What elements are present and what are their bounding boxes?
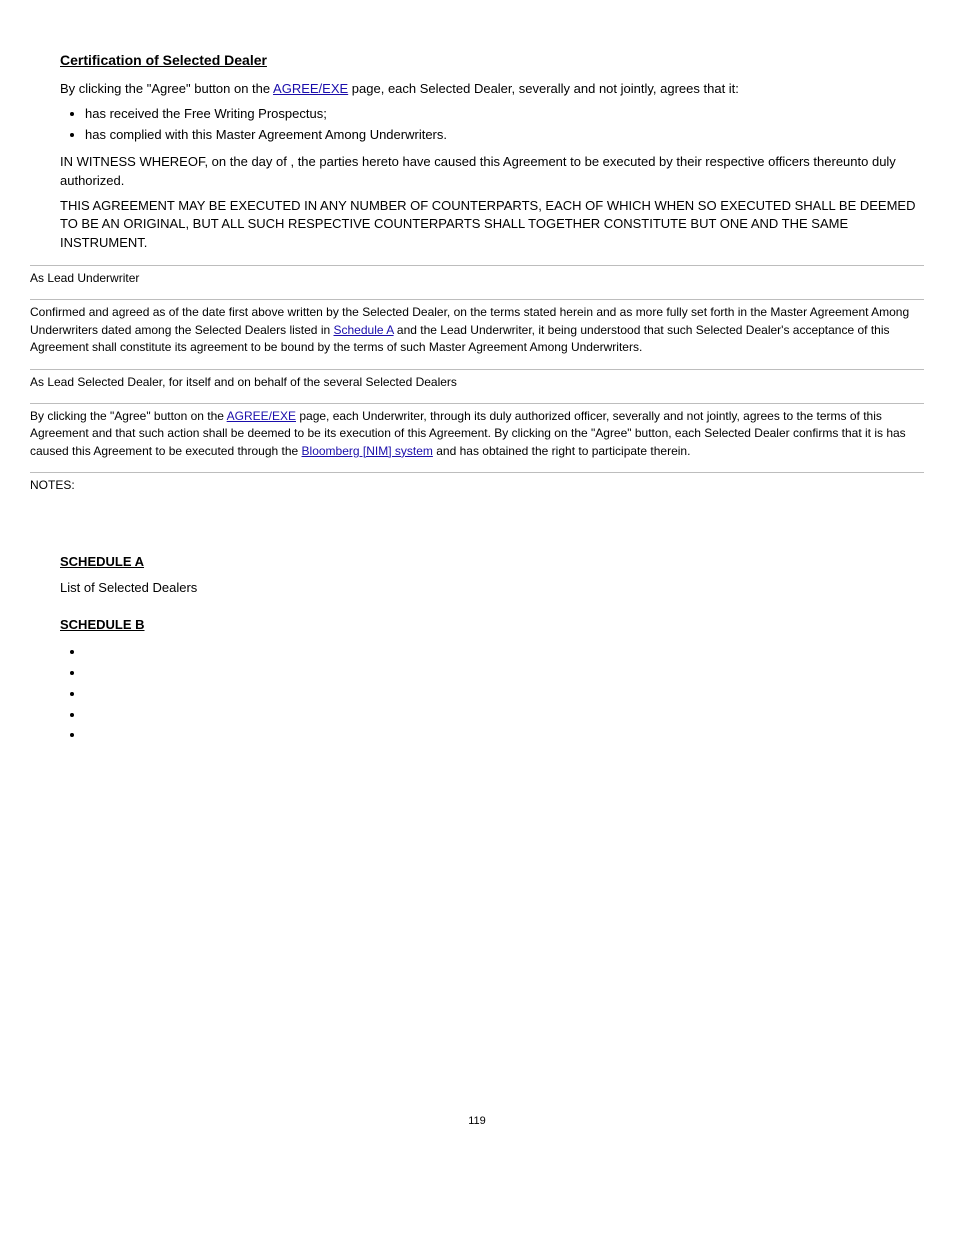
rule1-caption: As Lead Underwriter [30, 270, 924, 287]
agree-exe-link-2[interactable]: AGREE/EXE [227, 409, 296, 423]
schedule-a-sub: List of Selected Dealers [60, 579, 924, 598]
signature-rule-4 [30, 403, 924, 404]
rule2-suffix: and the Lead Underwriter, it being under… [397, 323, 793, 337]
signature-rule-3 [30, 369, 924, 370]
list-item: has received the Free Writing Prospectus… [85, 105, 924, 124]
signature-rule-1 [30, 265, 924, 266]
notes-caption: NOTES: [30, 477, 924, 494]
list-item [85, 685, 924, 704]
schedule-b-heading: SCHEDULE B [60, 616, 924, 635]
certification-list: has received the Free Writing Prospectus… [85, 105, 924, 145]
signature-rule-2 [30, 299, 924, 300]
section-heading-certification: Certification of Selected Dealer [60, 50, 924, 70]
intro-paragraph: By clicking the "Agree" button on the AG… [60, 80, 924, 99]
page-number: 119 [0, 1114, 954, 1130]
schedule-a-link[interactable]: Schedule A [334, 323, 394, 337]
in-witness-paragraph: IN WITNESS WHEREOF, on the day of , the … [60, 153, 924, 191]
agree-exe-link[interactable]: AGREE/EXE [273, 81, 348, 96]
intro-suffix: page, each Selected Dealer, severally an… [352, 81, 739, 96]
bloomberg-nim-link[interactable]: Bloomberg [NIM] system [302, 444, 433, 458]
by-suffix2: and has obtained the right to participat… [436, 444, 690, 458]
signature-rule-5 [30, 472, 924, 473]
intro-prefix: By clicking the "Agree" button on the [60, 81, 273, 96]
list-item: has complied with this Master Agreement … [85, 126, 924, 145]
closing-date-blank: day of , [251, 154, 297, 169]
schedule-a-heading: SCHEDULE A [60, 553, 924, 572]
by-prefix: By clicking the "Agree" button on the [30, 409, 227, 423]
list-item [85, 726, 924, 745]
schedule-a-items [85, 643, 924, 745]
list-item [85, 706, 924, 725]
rule2-caption: Confirmed and agreed as of the date firs… [30, 304, 924, 356]
counterparts-notice: THIS AGREEMENT MAY BE EXECUTED IN ANY NU… [60, 197, 924, 254]
closing-prefix: IN WITNESS WHEREOF, on the [60, 154, 251, 169]
list-item [85, 664, 924, 683]
list-item [85, 643, 924, 662]
rule3-caption: As Lead Selected Dealer, for itself and … [30, 374, 924, 391]
by-paragraph: By clicking the "Agree" button on the AG… [30, 408, 924, 460]
